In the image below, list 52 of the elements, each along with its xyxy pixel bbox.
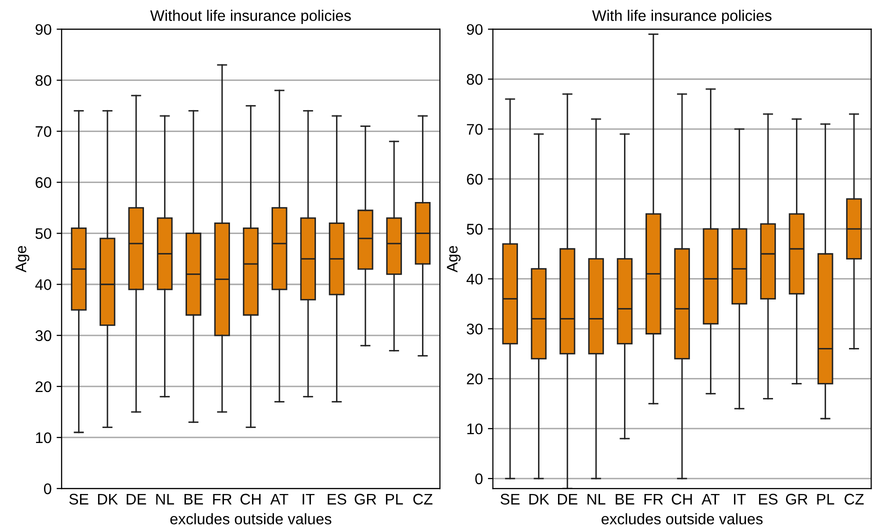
y-tick-label: 70 xyxy=(36,126,52,137)
y-tick-label: 50 xyxy=(35,228,52,240)
y-tick-label: 50 xyxy=(466,224,483,235)
y-tick-label: 60 xyxy=(36,177,52,188)
x-tick-label: PL xyxy=(386,494,403,504)
x-tick-label: BE xyxy=(184,494,203,504)
y-tick-label: 10 xyxy=(467,423,483,434)
y-tick-label: 20 xyxy=(466,374,483,384)
x-tick-label: SE xyxy=(69,494,88,505)
x-tick-label: GR xyxy=(786,494,808,505)
x-tick-label: NL xyxy=(156,494,174,504)
x-tick-label: SE xyxy=(500,494,520,505)
y-tick-label: 0 xyxy=(44,483,52,494)
y-tick-label: 60 xyxy=(466,174,483,185)
x-tick-label: ES xyxy=(759,494,778,505)
x-tick-label: GR xyxy=(354,494,376,505)
x-tick-label: DK xyxy=(98,494,118,504)
x-tick-label: CZ xyxy=(844,494,864,505)
x-tick-label: FR xyxy=(644,494,663,504)
x-tick-label: PL xyxy=(817,494,834,504)
y-tick-label: 10 xyxy=(36,432,52,444)
x-tick-label: CZ xyxy=(413,494,432,505)
y-tick-label: 70 xyxy=(466,124,483,135)
x-tick-label: FR xyxy=(213,494,232,504)
y-tick-label: 30 xyxy=(466,324,483,334)
x-tick-label: IT xyxy=(302,494,315,504)
y-axis-title: Age xyxy=(446,246,461,272)
x-tick-label: IT xyxy=(734,494,746,504)
y-tick-label: 90 xyxy=(36,24,52,35)
y-tick-label: 30 xyxy=(35,330,52,342)
x-tick-label: AT xyxy=(270,494,288,504)
x-tick-label: BE xyxy=(616,494,634,504)
chart-title: Without life insurance policies xyxy=(150,10,351,24)
x-tick-label: ES xyxy=(328,494,346,505)
x-tick-label: AT xyxy=(702,494,720,504)
y-axis-title: Age xyxy=(16,246,30,272)
x-tick-label: NL xyxy=(588,494,606,504)
y-tick-label: 0 xyxy=(475,473,483,484)
x-axis-title: excludes outside values xyxy=(170,513,332,524)
y-tick-label: 20 xyxy=(36,381,52,392)
y-tick-label: 80 xyxy=(466,74,483,85)
x-tick-label: CH xyxy=(240,494,261,505)
x-tick-label: CH xyxy=(672,494,692,505)
y-tick-label: 40 xyxy=(466,274,483,285)
x-tick-label: DE xyxy=(126,494,146,504)
chart-title: With life insurance policies xyxy=(592,10,772,24)
x-axis-title: excludes outside values xyxy=(602,513,763,524)
y-tick-label: 80 xyxy=(36,75,52,86)
x-tick-label: DK xyxy=(529,494,550,504)
x-tick-label: DE xyxy=(558,494,578,504)
y-tick-label: 90 xyxy=(466,24,483,35)
y-tick-label: 40 xyxy=(35,279,52,290)
